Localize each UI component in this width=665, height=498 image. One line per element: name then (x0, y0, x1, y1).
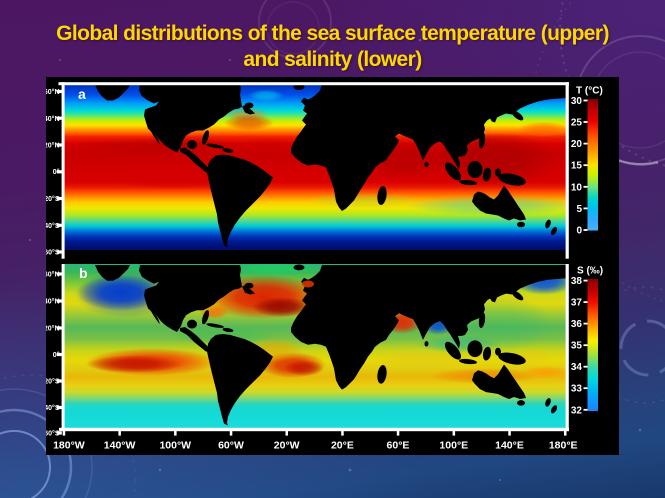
svg-text:30: 30 (571, 96, 583, 107)
svg-text:140°E: 140°E (495, 440, 524, 452)
svg-text:60°W: 60°W (218, 440, 244, 452)
svg-text:180°E: 180°E (549, 440, 578, 452)
svg-text:60°E: 60°E (387, 440, 410, 452)
svg-text:40°N: 40°N (46, 298, 60, 306)
svg-text:32: 32 (571, 405, 583, 416)
svg-text:0°: 0° (53, 351, 60, 359)
svg-text:0: 0 (576, 226, 582, 237)
svg-text:36: 36 (571, 319, 583, 330)
svg-text:10: 10 (571, 182, 583, 193)
svg-text:20°S: 20°S (46, 378, 60, 386)
svg-text:a: a (78, 86, 86, 102)
svg-text:60°N: 60°N (46, 88, 60, 96)
svg-text:20: 20 (571, 139, 583, 150)
svg-text:20°E: 20°E (331, 440, 354, 452)
svg-text:180°W: 180°W (53, 440, 85, 452)
svg-text:S (‰): S (‰) (577, 266, 603, 277)
svg-text:0°: 0° (53, 168, 60, 176)
svg-text:T (°C): T (°C) (576, 86, 603, 97)
svg-text:38: 38 (571, 276, 583, 287)
svg-text:60°N: 60°N (46, 271, 60, 279)
svg-text:5: 5 (576, 204, 582, 215)
svg-text:33: 33 (571, 384, 583, 395)
svg-text:60°S: 60°S (46, 430, 60, 438)
svg-text:100°W: 100°W (159, 440, 191, 452)
svg-text:20°N: 20°N (46, 142, 60, 150)
svg-text:20°W: 20°W (274, 440, 300, 452)
svg-text:37: 37 (571, 298, 583, 309)
svg-text:140°W: 140°W (104, 440, 136, 452)
svg-text:15: 15 (571, 161, 583, 172)
svg-text:40°S: 40°S (46, 404, 60, 412)
svg-text:b: b (79, 265, 88, 281)
svg-text:40°S: 40°S (46, 222, 60, 230)
svg-text:40°N: 40°N (46, 115, 60, 123)
svg-text:100°E: 100°E (439, 440, 468, 452)
svg-text:25: 25 (571, 118, 583, 129)
svg-text:35: 35 (571, 341, 583, 352)
svg-text:60°S: 60°S (46, 249, 60, 257)
svg-text:34: 34 (571, 362, 583, 373)
svg-text:20°S: 20°S (46, 195, 60, 203)
svg-text:20°N: 20°N (46, 325, 60, 333)
